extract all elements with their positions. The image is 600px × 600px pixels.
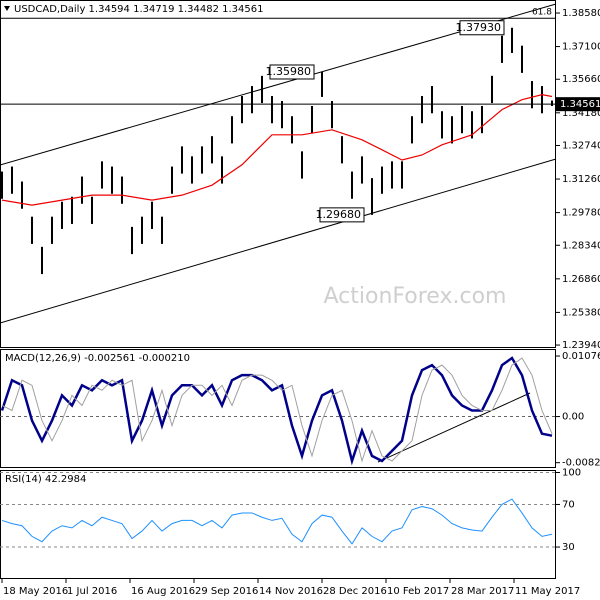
- y-tick-label: 1.37100: [562, 42, 600, 53]
- annotation-box: [459, 20, 505, 36]
- x-tick-label: 16 Aug 2016: [131, 586, 195, 597]
- price-panel: [0, 0, 556, 348]
- y-tick-label: 70: [562, 499, 575, 510]
- annotation-box: [319, 207, 365, 223]
- x-tick-label: 28 Dec 2016: [323, 586, 387, 597]
- moving-average: [1, 94, 553, 206]
- macd-trendline: [377, 392, 531, 463]
- macd-panel: [0, 349, 556, 468]
- y-tick-label: 1.35660: [562, 74, 600, 85]
- y-tick-label: 1.34180: [562, 108, 600, 119]
- y-tick-label: 1.32740: [562, 140, 600, 151]
- indicator-line: [1, 498, 553, 545]
- chart-title: USDCAD,Daily 1.34594 1.34719 1.34482 1.3…: [14, 4, 264, 15]
- macd-title: MACD(12,26,9) -0.002561 -0.000210: [5, 353, 190, 364]
- current-price-box: [556, 97, 600, 112]
- y-tick-label: 1.25380: [562, 307, 600, 318]
- indicator-line: [0, 356, 553, 466]
- y-tick-label: 1.23940: [562, 340, 600, 351]
- menu-marker: [4, 6, 10, 11]
- x-tick-label: 29 Sep 2016: [195, 586, 258, 597]
- watermark: ActionForex.com: [324, 284, 507, 309]
- fib-label: 61.8: [532, 8, 552, 18]
- y-tick-label: 0.010768: [562, 351, 600, 362]
- x-tick-label: 28 Mar 2017: [451, 586, 514, 597]
- annotation-label: 1.29680: [316, 208, 362, 221]
- current-price-label: 1.34561: [560, 99, 600, 110]
- indicator-line: [1, 357, 553, 463]
- y-tick-label: 1.29780: [562, 208, 600, 219]
- y-tick-label: 1.28340: [562, 240, 600, 251]
- x-tick-label: 18 May 2016: [3, 586, 68, 597]
- x-tick-label: 11 May 2017: [515, 586, 580, 597]
- rsi-title: RSI(14) 42.2984: [5, 474, 86, 485]
- y-tick-label: 30: [562, 542, 575, 553]
- x-tick-label: 14 Nov 2016: [259, 586, 323, 597]
- annotation-box: [269, 64, 315, 80]
- rsi-panel: [0, 470, 556, 579]
- y-tick-label: 1.38580: [562, 8, 600, 19]
- y-tick-label: 1.31260: [562, 174, 600, 185]
- y-tick-label: 0.00: [562, 412, 584, 423]
- y-tick-label: 100: [562, 467, 581, 478]
- y-tick-label: 1.26860: [562, 274, 600, 285]
- annotation-label: 1.35980: [266, 65, 312, 78]
- channel-lower: [0, 158, 557, 324]
- y-tick-label: -0.008203: [562, 458, 600, 469]
- x-tick-label: 1 Jul 2016: [67, 586, 117, 597]
- annotation-label: 1.37930: [456, 21, 502, 34]
- x-tick-label: 10 Feb 2017: [387, 586, 449, 597]
